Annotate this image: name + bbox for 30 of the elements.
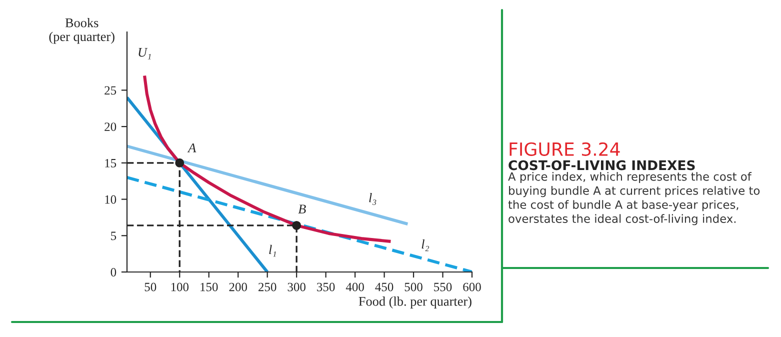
annotation: l₂ xyxy=(422,239,430,252)
x-tick-label: 400 xyxy=(346,282,364,292)
y-tick-label: 15 xyxy=(105,158,116,168)
x-tick-label: 50 xyxy=(144,282,156,292)
annotation: B xyxy=(298,204,306,214)
y-tick-label: 25 xyxy=(104,86,116,95)
text: A price index, which represents the cost of buying bundle A at current prices relative to the cost of bundle A at base-year prices, overstates the ideal cost-of-living index. xyxy=(508,172,760,226)
annotation: l₃ xyxy=(369,192,376,205)
x-axis-title: Food (lb. per quarter) xyxy=(358,296,472,308)
x-tick-label: 100 xyxy=(171,282,189,292)
text: FIGURE 3.24 xyxy=(510,142,620,156)
y-tick-label: 10 xyxy=(105,195,116,204)
annotation: U₁ xyxy=(138,48,151,60)
x-tick-label: 550 xyxy=(434,282,452,292)
x-tick-label: 450 xyxy=(375,282,394,292)
x-tick-label: 200 xyxy=(229,282,247,292)
annotation: A xyxy=(187,143,196,152)
x-tick-label: 150 xyxy=(200,282,218,292)
line-series xyxy=(143,74,392,243)
x-tick-label: 500 xyxy=(404,282,422,292)
y-tick-label: 20 xyxy=(104,122,116,132)
x-tick-label: 600 xyxy=(463,282,481,292)
text: COST-OF-LIVING INDEXES xyxy=(508,160,695,170)
y-axis-title: Books (per quarter) xyxy=(49,18,114,44)
y-tick-label: 5 xyxy=(111,232,116,240)
y-tick-label: 0 xyxy=(110,268,116,276)
x-tick-label: 250 xyxy=(258,282,276,292)
x-tick-label: 350 xyxy=(317,282,335,292)
annotation: l₁ xyxy=(269,244,276,257)
x-tick-label: 300 xyxy=(288,282,306,292)
